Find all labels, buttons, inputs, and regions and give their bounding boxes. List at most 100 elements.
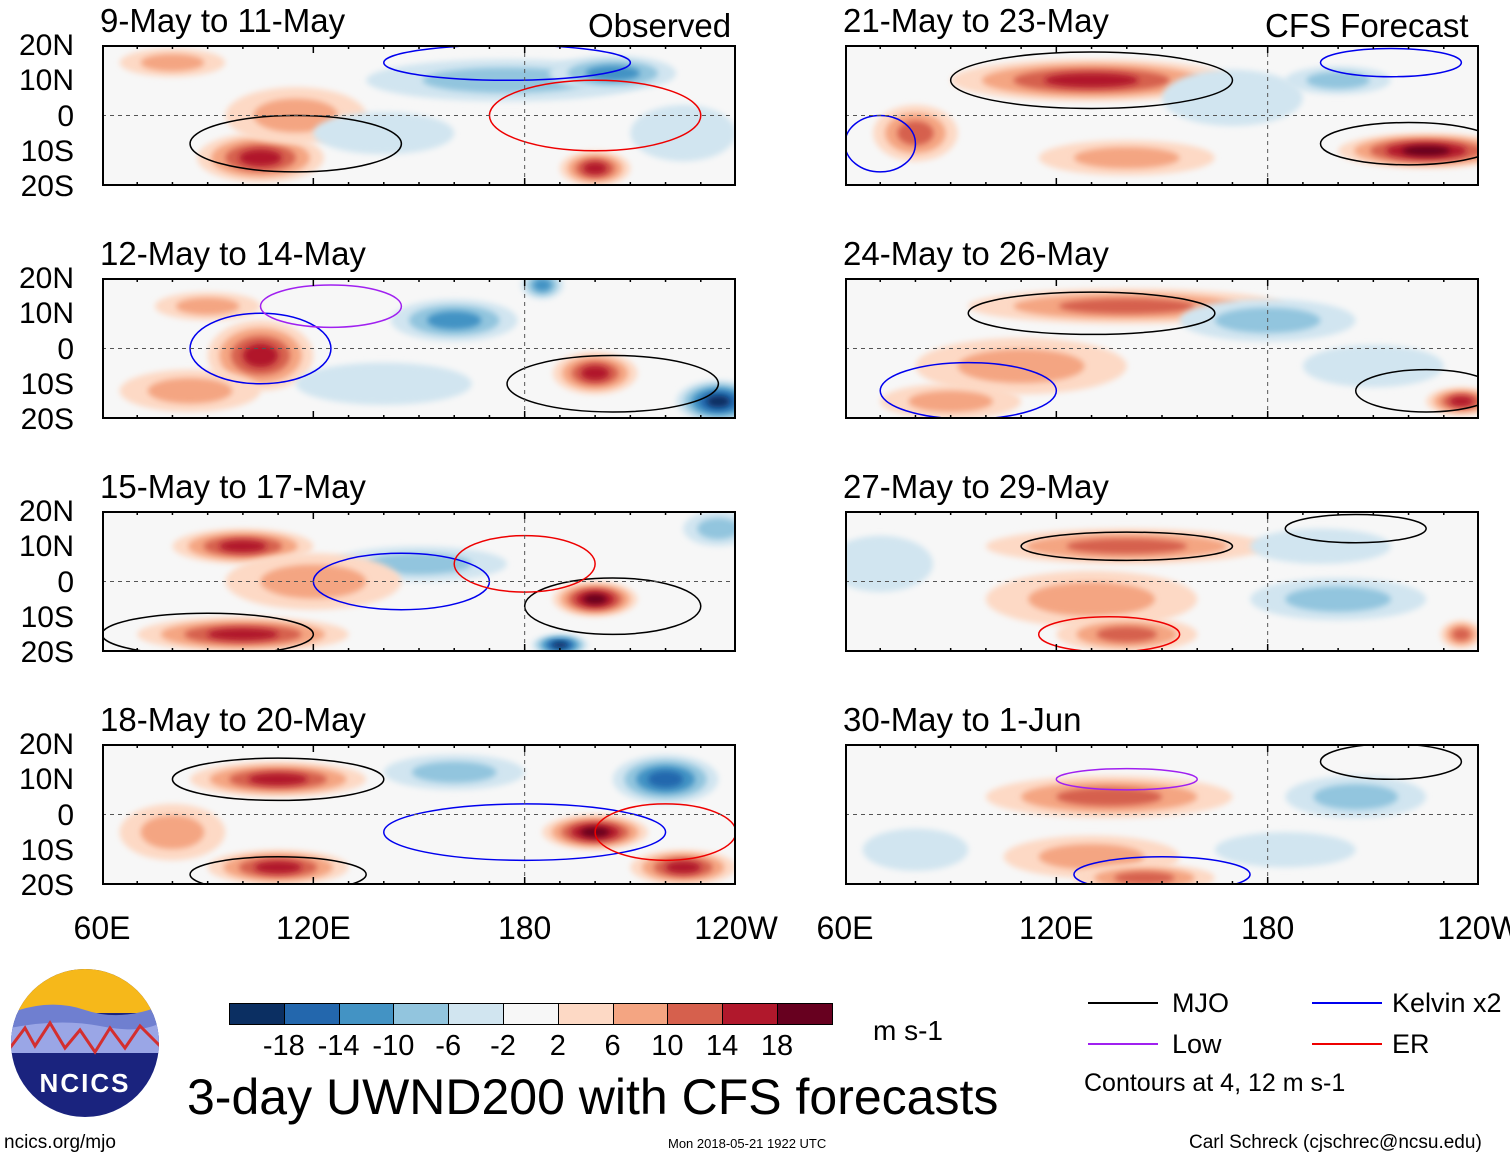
colorbar-swatch bbox=[667, 1003, 724, 1025]
anomaly-shading bbox=[1038, 844, 1145, 870]
lon-tick-label: 60E bbox=[73, 910, 131, 946]
anomaly-shading bbox=[1096, 626, 1157, 642]
anomaly-shading bbox=[1313, 784, 1398, 810]
colorbar-units: m s-1 bbox=[873, 1015, 943, 1046]
anomaly-shading bbox=[908, 390, 993, 412]
anomaly-shading bbox=[140, 54, 205, 72]
colorbar-swatch bbox=[722, 1003, 778, 1025]
anomaly-shading bbox=[411, 761, 497, 783]
anomaly-shading bbox=[630, 104, 736, 162]
colorbar-swatch bbox=[393, 1003, 450, 1025]
anomaly-shading bbox=[175, 297, 240, 315]
footer-timestamp: Mon 2018-05-21 1922 UTC bbox=[668, 1136, 827, 1151]
mjo-contour bbox=[1319, 121, 1479, 166]
colorbar-tick-label: 2 bbox=[549, 1030, 566, 1062]
colorbar-swatch bbox=[612, 1003, 669, 1025]
anomaly-shading bbox=[427, 311, 482, 330]
er-contour bbox=[1037, 616, 1181, 652]
colorbar-tick-label: -6 bbox=[435, 1030, 462, 1062]
lon-tick-label: 180 bbox=[1240, 910, 1295, 946]
kelvin-legend-line bbox=[1312, 1002, 1382, 1004]
lat-tick-label: 20S bbox=[20, 403, 74, 436]
colorbar-swatch bbox=[503, 1003, 559, 1025]
footer-url[interactable]: ncics.org/mjo bbox=[4, 1132, 116, 1153]
lat-tick-label: 10S bbox=[20, 367, 74, 401]
map-panel bbox=[845, 278, 1479, 419]
er-legend-line bbox=[1312, 1043, 1382, 1045]
anomaly-shading bbox=[1028, 582, 1155, 617]
anomaly-shading bbox=[583, 594, 607, 604]
lat-tick-label: 0 bbox=[57, 565, 74, 599]
colorbar-swatch bbox=[283, 1003, 340, 1025]
lat-tick-label: 10N bbox=[18, 64, 74, 98]
mjo-contour bbox=[189, 856, 367, 885]
colorbar-swatch bbox=[448, 1003, 504, 1025]
anomaly-shading bbox=[239, 149, 282, 167]
colorbar-swatch bbox=[229, 1003, 285, 1025]
kelvin-legend-label: Kelvin x2 bbox=[1392, 988, 1502, 1018]
colorbar-swatch bbox=[338, 1003, 395, 1025]
anomaly-shading bbox=[219, 540, 267, 553]
anomaly-shading bbox=[583, 162, 607, 175]
anomaly-shading bbox=[1402, 145, 1451, 156]
anomaly-shading bbox=[207, 628, 279, 641]
anomaly-shading bbox=[1058, 298, 1195, 314]
colorbar-tick-label: -10 bbox=[372, 1030, 415, 1062]
colorbar-swatch bbox=[557, 1003, 614, 1025]
anomaly-shading bbox=[706, 395, 730, 408]
lat-tick-label: 10S bbox=[20, 833, 74, 867]
anomaly-shading bbox=[140, 815, 205, 850]
low-legend-label: Low bbox=[1172, 1029, 1222, 1059]
map-panel bbox=[845, 744, 1479, 885]
anomaly-shading bbox=[1452, 628, 1471, 641]
lat-tick-label: 10S bbox=[20, 134, 74, 168]
logo-text: NCICS bbox=[40, 1068, 131, 1098]
lat-tick-label: 20S bbox=[20, 636, 74, 669]
lat-tick-label: 10S bbox=[20, 600, 74, 634]
anomaly-shading bbox=[581, 366, 610, 381]
anomaly-shading bbox=[1056, 787, 1162, 806]
kelvin-contour bbox=[1319, 47, 1463, 78]
lat-tick-label: 20N bbox=[18, 495, 74, 528]
ncics-logo: NCICS bbox=[11, 969, 159, 1117]
kelvin-contour bbox=[1073, 856, 1251, 885]
mjo-contour bbox=[506, 354, 720, 413]
mjo-contour bbox=[102, 612, 315, 652]
low-contour bbox=[259, 284, 403, 329]
mjo-contour bbox=[1319, 744, 1463, 780]
anomaly-shading bbox=[1114, 871, 1175, 884]
map-panel bbox=[845, 511, 1479, 652]
lat-tick-label: 20N bbox=[18, 29, 74, 62]
anomaly-shading bbox=[845, 535, 934, 593]
anomaly-shading bbox=[1044, 73, 1139, 88]
lon-tick-label: 120E bbox=[1018, 910, 1094, 946]
lat-tick-label: 10N bbox=[18, 530, 74, 564]
anomaly-shading bbox=[1302, 344, 1444, 388]
low-contour bbox=[1055, 767, 1198, 791]
map-panel bbox=[102, 511, 736, 652]
anomaly-shading bbox=[242, 343, 279, 368]
kelvin-contour bbox=[879, 361, 1058, 419]
anomaly-shading bbox=[533, 279, 552, 292]
lon-tick-label: 120W bbox=[1437, 910, 1510, 946]
mjo-contour bbox=[1020, 531, 1234, 562]
anomaly-shading bbox=[1449, 396, 1474, 407]
map-panel bbox=[102, 45, 736, 186]
anomaly-shading bbox=[248, 773, 308, 786]
mjo-contour bbox=[1284, 513, 1427, 544]
lon-tick-label: 120W bbox=[694, 910, 778, 946]
er-legend-label: ER bbox=[1392, 1029, 1430, 1059]
lat-tick-label: 0 bbox=[57, 798, 74, 832]
anomaly-shading bbox=[552, 642, 568, 648]
panel-title: 15-May to 17-May bbox=[100, 468, 366, 505]
panel-title: 12-May to 14-May bbox=[100, 235, 366, 272]
colorbar-tick-label: -18 bbox=[262, 1030, 305, 1062]
map-panel bbox=[845, 45, 1479, 186]
anomaly-shading bbox=[1066, 538, 1188, 554]
anomaly-shading bbox=[295, 362, 472, 405]
low-legend-line bbox=[1088, 1043, 1158, 1045]
lon-tick-label: 180 bbox=[497, 910, 552, 946]
anomaly-shading bbox=[1250, 528, 1391, 564]
anomaly-shading bbox=[1073, 147, 1180, 169]
lat-tick-label: 0 bbox=[57, 332, 74, 366]
